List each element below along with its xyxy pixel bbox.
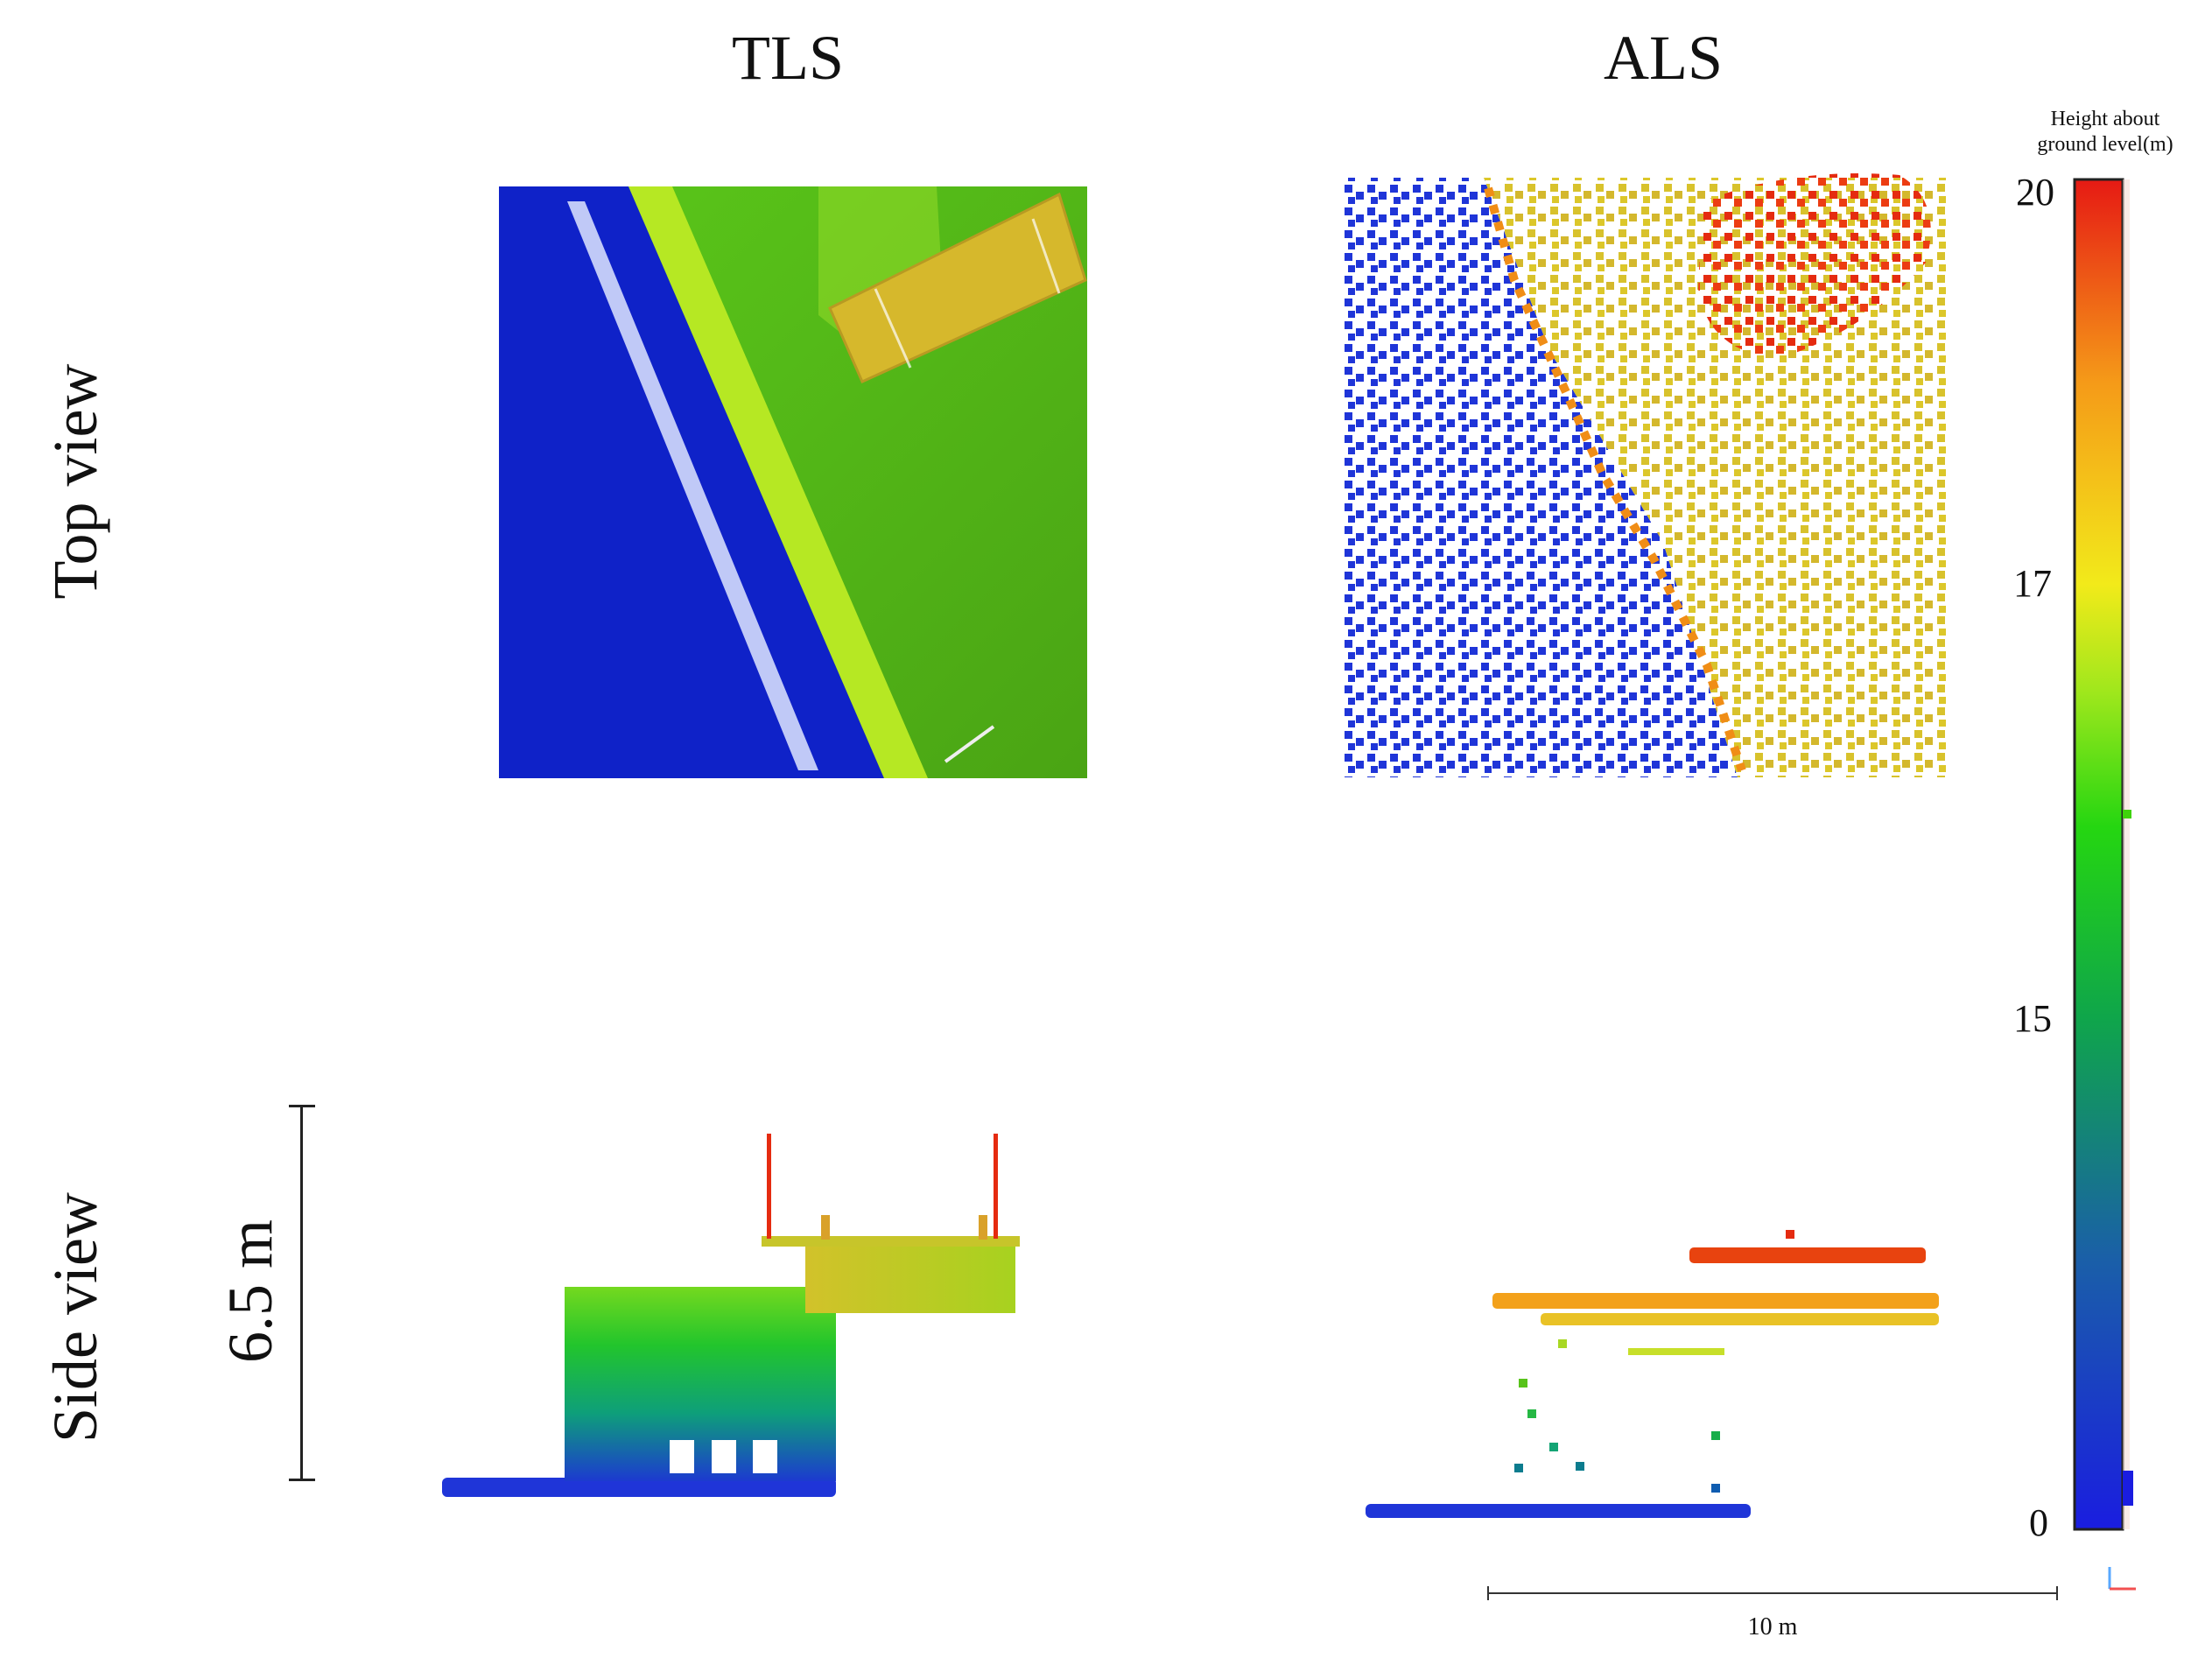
colorbar-tick-20: 20 [2016,171,2054,214]
vertical-scale-tick-top [289,1105,315,1107]
vertical-scale-tick-bottom [289,1479,315,1481]
colorbar-title: Height about ground level(m) [2005,107,2206,158]
als-column-title: ALS [1603,23,1724,93]
vertical-scale-bar [300,1105,303,1481]
tls-column-title: TLS [731,23,844,93]
horizontal-scale-label: 10 m [1747,1613,1798,1640]
colorbar-tick-15: 15 [2013,997,2052,1040]
colorbar-tick-0: 0 [2029,1501,2048,1544]
colorbar-tick-17: 17 [2013,562,2052,605]
tls-side-view [442,1134,1020,1497]
colorbar-title-line1: Height about [2050,108,2160,130]
tls-top-view [499,186,1087,778]
colorbar-title-line2: ground level(m) [2037,132,2173,156]
als-top-view [1344,173,1948,777]
als-side-view [1366,1230,1939,1518]
